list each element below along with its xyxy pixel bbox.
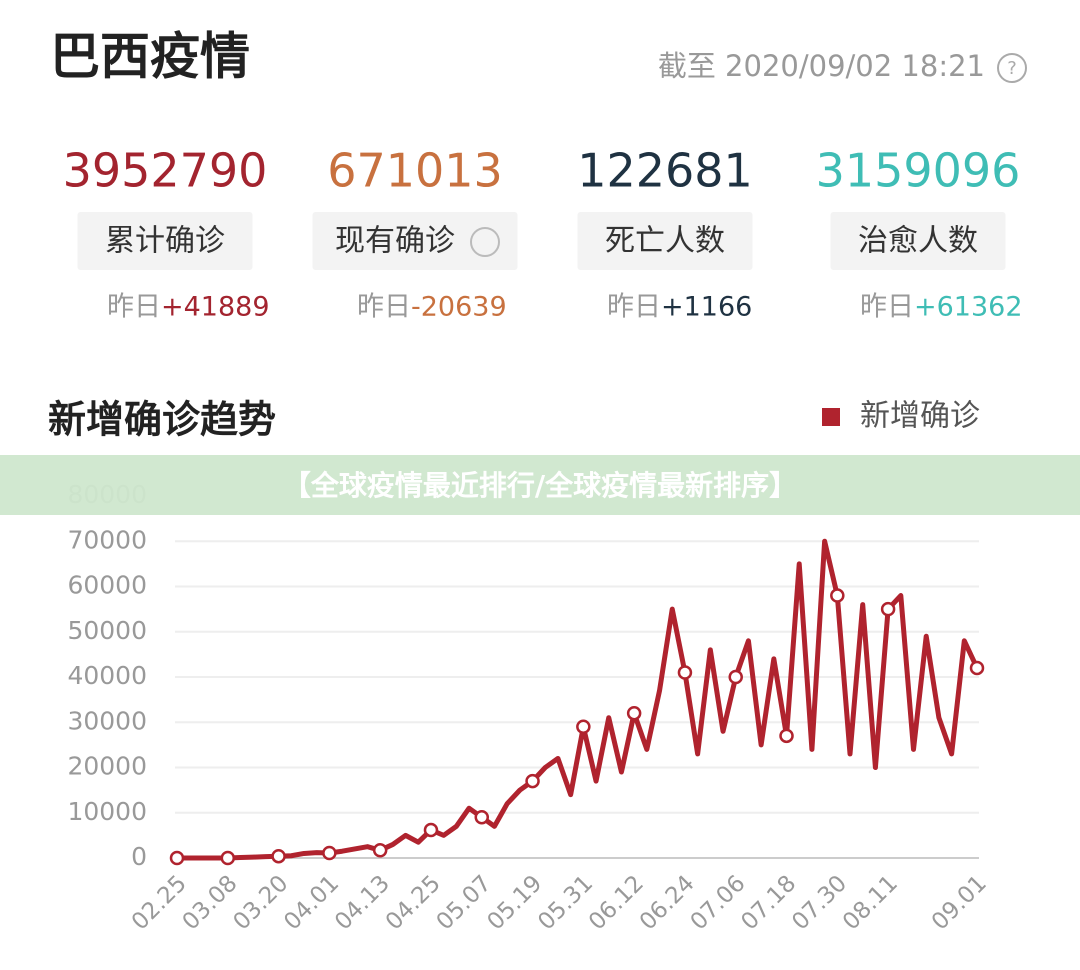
stat-delta: +41889 — [161, 292, 270, 323]
y-tick-label: 0 — [131, 842, 147, 871]
stat-delta: +61362 — [914, 292, 1023, 323]
point-marker — [372, 843, 388, 858]
y-tick-label: 20000 — [67, 752, 147, 781]
point-marker — [220, 850, 236, 866]
point-marker — [969, 660, 985, 676]
stat-yesterday: 昨日 — [607, 292, 661, 323]
page-title: 巴西疫情 — [50, 28, 250, 86]
point-marker — [525, 773, 540, 789]
as-of: 截至 2020/09/02 18:21 — [658, 49, 985, 83]
stat-label-box — [830, 212, 1006, 270]
point-marker — [423, 822, 439, 838]
legend-swatch — [822, 408, 840, 426]
stat-delta: +1166 — [661, 292, 752, 323]
stat-yesterday: 昨日 — [357, 292, 411, 323]
stat-label: 累计确诊 — [105, 224, 225, 259]
legend-label: 新增确诊 — [860, 399, 980, 434]
banner — [0, 455, 1080, 515]
stat-value: 3952790 — [63, 144, 268, 198]
stat-value: 122681 — [577, 144, 753, 198]
y-tick-label: 30000 — [67, 706, 147, 735]
y-tick-label: 70000 — [67, 525, 147, 554]
point-marker — [271, 848, 286, 864]
point-marker — [576, 719, 591, 735]
point-marker — [169, 850, 185, 866]
point-marker — [830, 588, 845, 603]
stat-value: 671013 — [327, 144, 503, 198]
y-tick-label: 40000 — [67, 661, 147, 690]
stat-label: 现有确诊 — [335, 224, 455, 259]
stat-label-box — [77, 212, 253, 270]
point-marker — [677, 665, 693, 680]
stat-delta: -20639 — [411, 292, 507, 323]
chart-title: 新增确诊趋势 — [48, 398, 276, 442]
point-marker — [728, 669, 743, 685]
y-tick-label: 10000 — [67, 797, 147, 826]
y-tick-label: 50000 — [67, 616, 147, 645]
point-marker — [779, 728, 794, 744]
series-line — [177, 538, 980, 861]
stat-label-box — [312, 212, 518, 270]
banner-text: 【全球疫情最近排行/全球疫情最新排序】 — [283, 469, 797, 502]
point-marker — [474, 810, 490, 825]
help-icon[interactable] — [997, 53, 1027, 83]
stat-value: 3159096 — [816, 144, 1021, 198]
stat-label: 死亡人数 — [605, 224, 725, 259]
point-marker — [880, 601, 896, 617]
help-icon[interactable] — [470, 227, 500, 257]
point-marker — [626, 705, 642, 721]
stat-yesterday: 昨日 — [107, 292, 161, 323]
help-icon-mark: ? — [1007, 58, 1017, 79]
point-marker — [322, 845, 337, 861]
y-tick-label: 60000 — [67, 571, 147, 600]
stat-label: 治愈人数 — [858, 224, 978, 259]
stat-yesterday: 昨日 — [860, 292, 914, 323]
stat-label-box — [577, 212, 753, 270]
